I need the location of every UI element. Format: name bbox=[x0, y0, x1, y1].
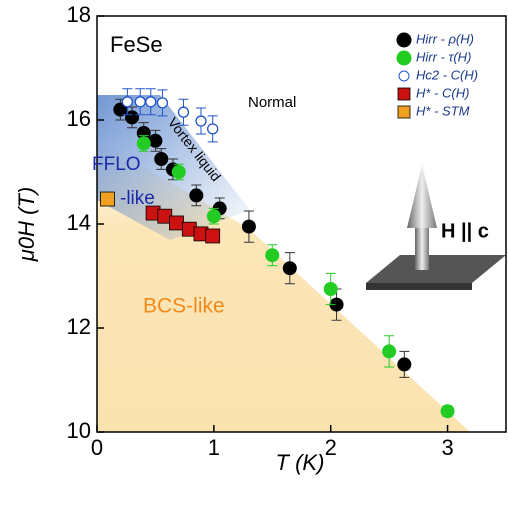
x-tick-label: 3 bbox=[441, 435, 453, 460]
marker bbox=[241, 219, 256, 234]
y-tick-label: 12 bbox=[67, 314, 91, 339]
marker bbox=[145, 96, 157, 108]
legend-marker bbox=[396, 32, 412, 48]
marker bbox=[195, 115, 207, 127]
x-tick-label: 1 bbox=[208, 435, 220, 460]
marker bbox=[148, 133, 163, 148]
y-tick-label: 16 bbox=[67, 106, 91, 131]
marker bbox=[206, 209, 221, 224]
marker bbox=[282, 261, 297, 276]
marker bbox=[154, 152, 169, 166]
y-tick-label: 10 bbox=[67, 418, 91, 443]
annotation: H || c bbox=[441, 220, 489, 242]
annotation: FFLO bbox=[92, 154, 141, 175]
marker bbox=[171, 165, 186, 179]
marker bbox=[169, 215, 184, 231]
marker bbox=[397, 357, 412, 372]
y-tick-label: 14 bbox=[67, 210, 91, 235]
marker bbox=[323, 282, 338, 296]
marker bbox=[136, 126, 151, 140]
legend-label: Hc2 - C(H) bbox=[416, 67, 478, 82]
annotation: BCS-like bbox=[143, 295, 225, 318]
chart-title: FeSe bbox=[110, 32, 163, 57]
x-tick-label: 0 bbox=[91, 435, 103, 460]
marker bbox=[440, 404, 455, 419]
marker bbox=[329, 297, 344, 312]
marker bbox=[207, 123, 219, 135]
annotation: -like bbox=[120, 188, 155, 209]
marker bbox=[121, 96, 134, 108]
marker bbox=[177, 106, 190, 118]
legend-label: Hirr - τ(H) bbox=[416, 49, 471, 64]
legend-label: Hirr - ρ(H) bbox=[416, 31, 474, 46]
marker bbox=[134, 96, 146, 108]
annotation: Normal bbox=[248, 94, 296, 111]
legend-label: H* - C(H) bbox=[416, 85, 469, 100]
field-icon bbox=[366, 165, 506, 290]
marker bbox=[189, 188, 204, 203]
legend-label: H* - STM bbox=[416, 103, 470, 118]
legend-marker bbox=[397, 87, 411, 101]
x-tick-label: 2 bbox=[325, 435, 337, 460]
marker bbox=[382, 344, 397, 359]
x-axis-label: T (K) bbox=[276, 450, 325, 475]
y-tick-label: 18 bbox=[67, 2, 91, 27]
marker bbox=[125, 110, 140, 125]
marker bbox=[136, 136, 151, 151]
legend-marker bbox=[396, 50, 412, 66]
marker bbox=[265, 248, 280, 263]
y-axis-label: μ0H (T) bbox=[14, 187, 39, 262]
legend-marker bbox=[397, 105, 411, 119]
legend-marker bbox=[398, 70, 410, 82]
marker bbox=[100, 191, 115, 207]
marker bbox=[205, 228, 221, 244]
marker bbox=[156, 97, 169, 109]
